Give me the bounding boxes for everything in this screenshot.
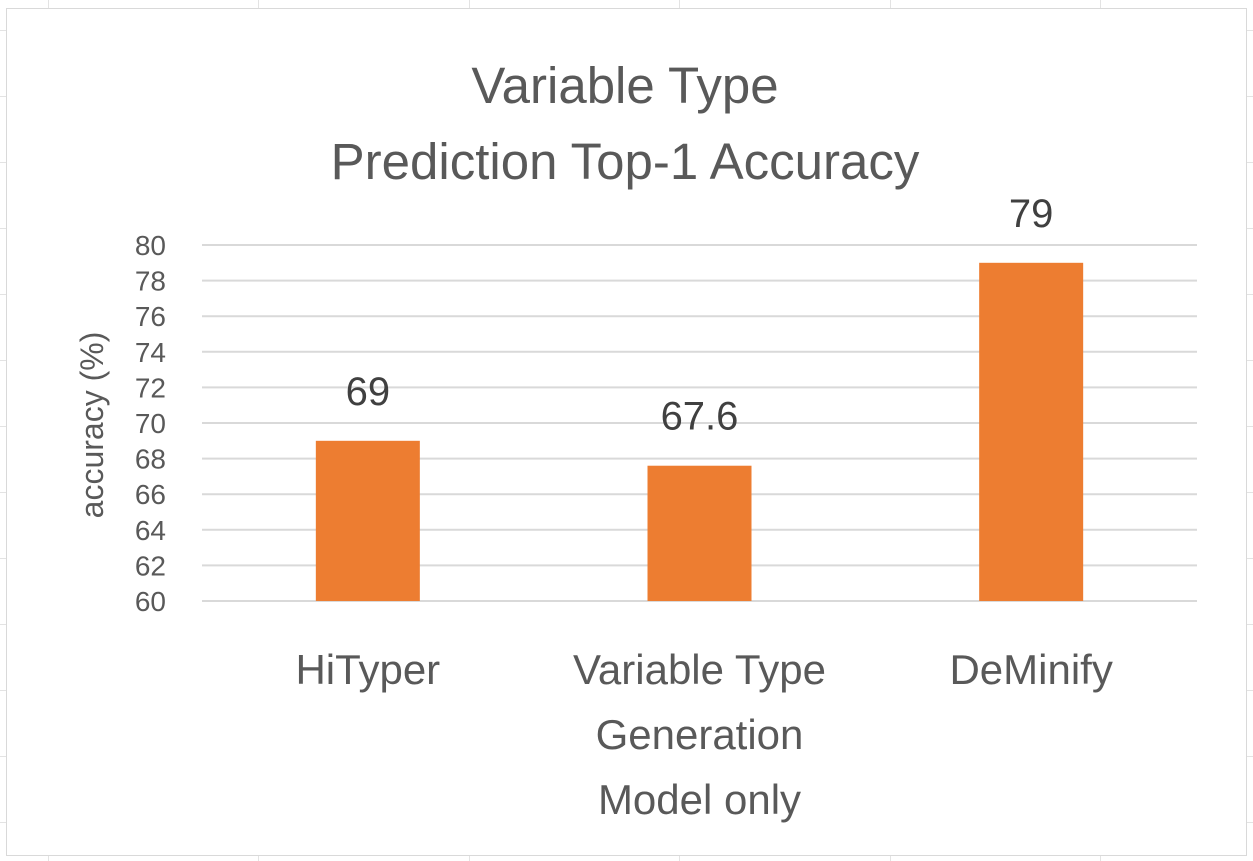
y-tick-label: 68 — [135, 444, 166, 475]
x-category-label: Model only — [598, 776, 801, 823]
chart-title: Variable Type Prediction Top-1 Accuracy — [200, 48, 1050, 200]
x-category-label: Generation — [596, 711, 804, 758]
y-tick-label: 78 — [135, 266, 166, 297]
y-tick-label: 72 — [135, 372, 166, 403]
y-tick-label: 60 — [135, 586, 166, 617]
y-tick-label: 76 — [135, 301, 166, 332]
y-tick-label: 80 — [135, 230, 166, 261]
y-axis-title: accuracy (%) — [74, 332, 110, 519]
y-tick-label: 64 — [135, 515, 166, 546]
chart-title-line-1: Variable Type — [471, 57, 779, 114]
x-category-label: DeMinify — [949, 646, 1112, 693]
x-category-label: HiTyper — [295, 646, 440, 693]
bar — [979, 262, 1084, 601]
y-tick-label: 70 — [135, 408, 166, 439]
bar-data-label: 67.6 — [661, 395, 739, 439]
bar — [647, 465, 752, 601]
chart-title-line-2: Prediction Top-1 Accuracy — [330, 133, 920, 190]
y-tick-label: 62 — [135, 550, 166, 581]
y-tick-label: 66 — [135, 479, 166, 510]
bar-data-label: 79 — [1009, 192, 1054, 236]
bar-data-label: 69 — [346, 370, 391, 414]
y-tick-label: 74 — [135, 337, 166, 368]
bar — [315, 440, 420, 601]
x-category-label: Variable Type — [573, 646, 826, 693]
